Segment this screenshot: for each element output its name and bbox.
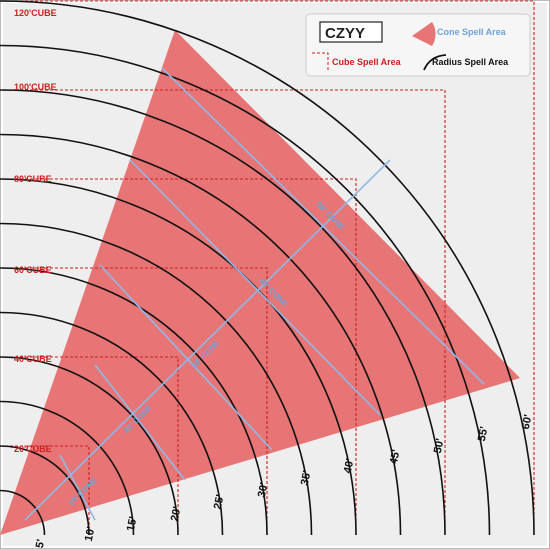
cone-chord-2 — [94, 364, 186, 481]
cube-square-3 — [5, 267, 268, 535]
cube-square-2 — [5, 356, 179, 535]
radius-arc-3 — [0, 400, 135, 536]
cone-chord-4 — [129, 159, 381, 416]
radius-arc-1 — [0, 489, 46, 536]
radius-label-45: 45' — [388, 448, 403, 465]
radius-label-35: 35' — [299, 469, 314, 486]
cube-label-120: 120'CUBE — [14, 8, 57, 18]
radius-arc-4 — [0, 356, 179, 536]
radius-arc-7 — [0, 222, 313, 536]
brand-logo: CZYY — [325, 25, 365, 42]
radius-label-15: 15' — [125, 515, 140, 532]
cube-square-1 — [5, 445, 90, 535]
radius-label-10: 10' — [83, 525, 98, 542]
cube-legend-label: Cube Spell Area — [332, 57, 402, 67]
cone-chord-3 — [99, 264, 273, 451]
cube-label-20: 20'CUBE — [14, 444, 52, 454]
radius-legend-label: Radius Spell Area — [432, 57, 509, 67]
radius-arc-11 — [0, 44, 491, 536]
radius-label-60: 60' — [520, 413, 535, 430]
cube-legend-icon — [312, 52, 329, 72]
radius-label-20: 20' — [169, 505, 184, 522]
cube-label-100: 100'CUBE — [14, 82, 57, 92]
radius-arc-2 — [0, 445, 90, 536]
radius-label-25: 25' — [212, 493, 227, 510]
cube-label-40: 40'CUBE — [14, 354, 52, 364]
legend: CZYY Cone Spell Area Cube Spell Area Rad… — [305, 13, 531, 77]
cube-square-4 — [5, 178, 357, 535]
cube-label-80: 80'CUBE — [14, 174, 52, 184]
cone-lines — [24, 67, 485, 521]
cube-label-group: 20'CUBE 40'CUBE 60'CUBE 80'CUBE 100'CUBE… — [14, 8, 57, 454]
radius-arc-10 — [0, 89, 446, 536]
cone-chord-1 — [59, 454, 96, 521]
radius-legend-icon — [423, 54, 447, 71]
radius-label-40: 40' — [342, 457, 357, 474]
cube-lines — [5, 0, 535, 535]
radius-arc-6 — [0, 267, 268, 536]
brand-logo-box — [319, 21, 383, 43]
radius-arc-12 — [0, 0, 535, 536]
cone-legend-label: Cone Spell Area — [437, 27, 507, 37]
radius-label-30: 30' — [256, 481, 271, 498]
radius-arcs — [0, 0, 535, 536]
radius-arc-9 — [0, 133, 402, 536]
cube-square-5 — [5, 89, 446, 535]
radius-arc-5 — [0, 311, 224, 536]
cube-label-60: 60'CUBE — [14, 265, 52, 275]
cube-square-6 — [5, 0, 535, 535]
radius-label-group: 5' 10' 15' 20' 25' 30' 35' 40' 45' 50' 5… — [34, 413, 535, 549]
cone-legend-icon — [412, 22, 436, 46]
radius-label-50: 50' — [432, 437, 447, 454]
radius-label-55: 55' — [476, 425, 491, 442]
radius-label-5: 5' — [34, 538, 48, 549]
cone-axis — [24, 159, 391, 521]
